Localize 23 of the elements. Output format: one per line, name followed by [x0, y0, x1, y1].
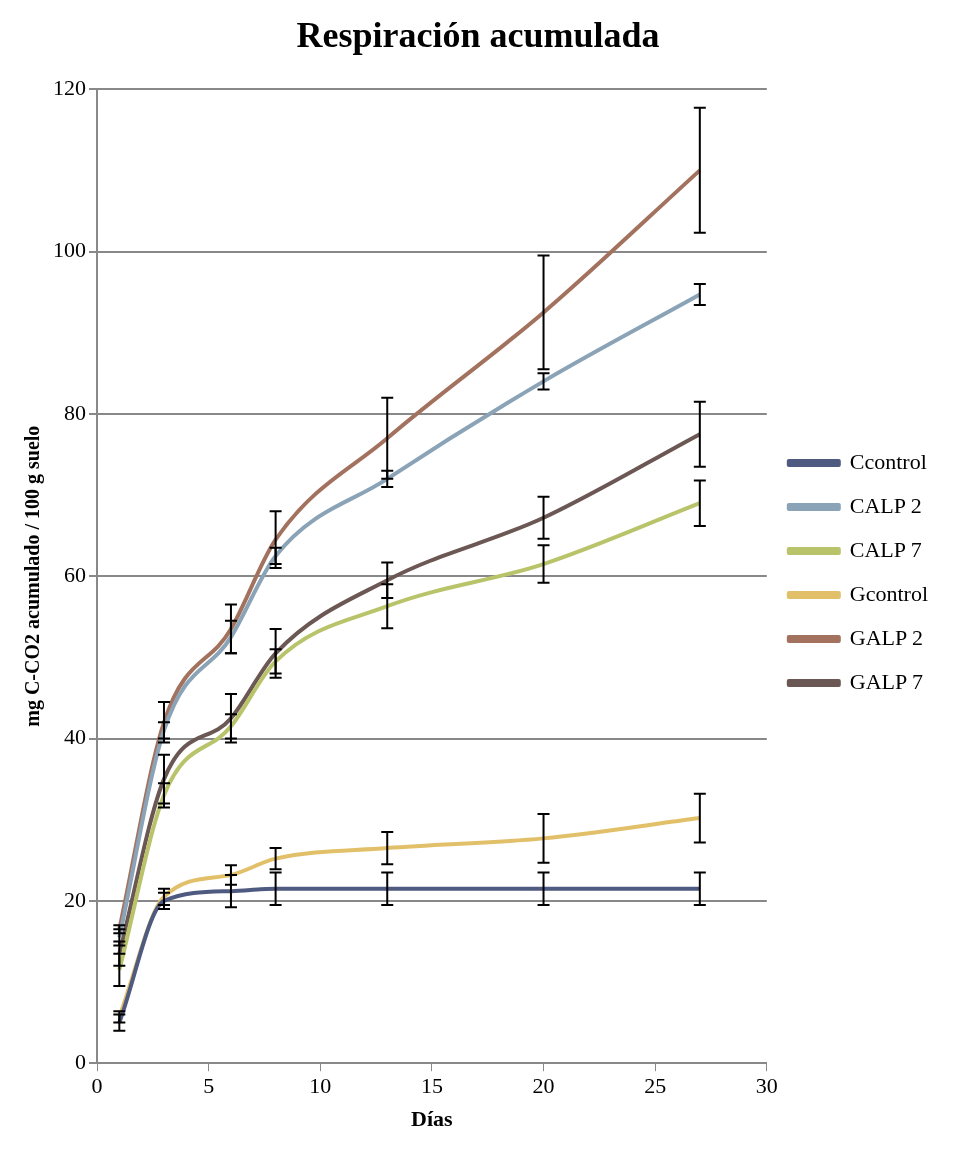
y-tick-label: 20: [64, 886, 86, 912]
x-tick-label: 20: [532, 1073, 555, 1099]
y-tick-label: 40: [64, 724, 86, 750]
x-tick-label: 25: [644, 1073, 667, 1099]
y-axis-title: mg C-CO2 acumulado / 100 g suelo: [21, 425, 45, 727]
legend-label: GALP 2: [849, 624, 923, 650]
chart-title: Respiración acumulada: [296, 14, 660, 55]
legend-label: CALP 7: [849, 536, 922, 562]
y-tick-label: 100: [53, 237, 86, 263]
x-tick-label: 0: [91, 1073, 103, 1099]
x-axis-title: Días: [411, 1106, 454, 1132]
x-tick-label: 10: [309, 1073, 332, 1099]
legend-label: Gcontrol: [849, 580, 928, 606]
legend-label: CALP 2: [849, 492, 922, 518]
x-tick-label: 30: [755, 1073, 778, 1099]
x-tick-label: 5: [203, 1073, 215, 1099]
x-tick-label: 15: [420, 1073, 443, 1099]
legend-label: Ccontrol: [849, 448, 927, 474]
y-tick-label: 0: [75, 1048, 86, 1074]
y-tick-label: 80: [64, 399, 86, 425]
legend-label: GALP 7: [849, 668, 923, 694]
y-tick-label: 120: [53, 74, 86, 100]
y-tick-label: 60: [64, 561, 86, 587]
